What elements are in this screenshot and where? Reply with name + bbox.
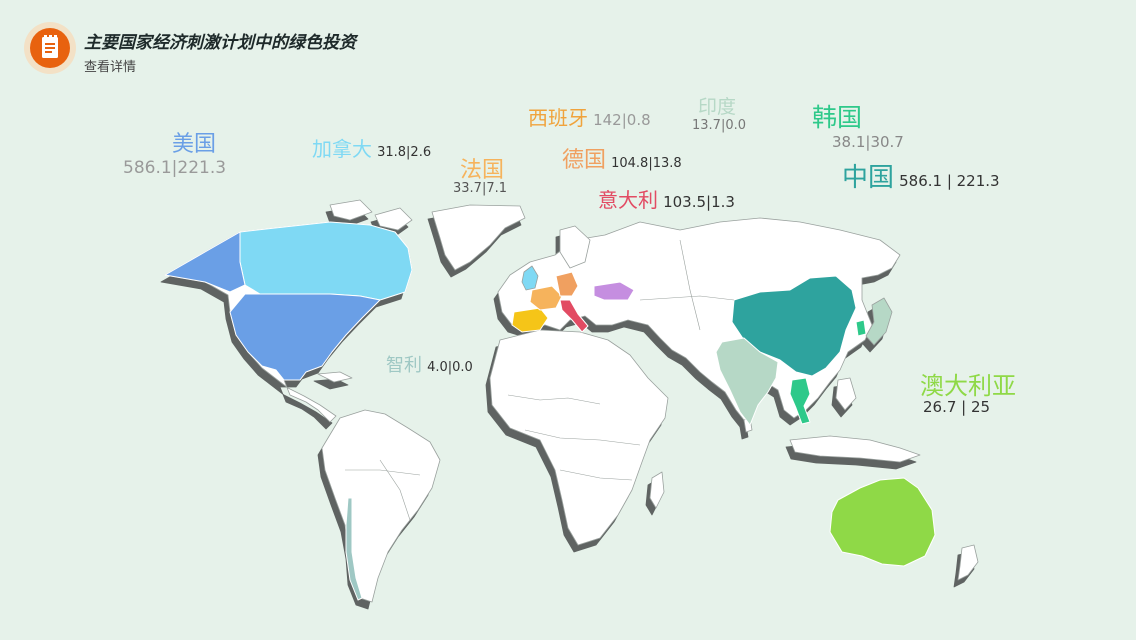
- land-caribbean: [317, 371, 353, 383]
- label-france[interactable]: 法国: [460, 158, 505, 183]
- label-korea[interactable]: 韩国: [812, 103, 863, 132]
- country-italy: [559, 299, 589, 333]
- country-ukraine: [593, 281, 635, 301]
- land-arctic-islands: [329, 199, 373, 221]
- logo-badge[interactable]: [24, 22, 76, 74]
- country-thailand: [789, 377, 811, 425]
- country-germany: [555, 271, 579, 297]
- value-france: 33.7|7.1: [453, 181, 507, 196]
- value-korea: 38.1|30.7: [832, 133, 904, 151]
- label-canada[interactable]: 加拿大 31.8|2.6: [312, 137, 432, 161]
- label-chile[interactable]: 智利 4.0|0.0: [386, 355, 473, 376]
- label-usa[interactable]: 美国: [172, 132, 217, 157]
- land-philippines: [835, 377, 857, 411]
- country-india: [715, 337, 779, 426]
- label-italy[interactable]: 意大利 103.5|1.3: [598, 188, 735, 212]
- label-australia[interactable]: 澳大利亚: [920, 372, 1016, 400]
- country-usa: [164, 231, 246, 293]
- land-south-america: [321, 409, 441, 603]
- country-australia: [829, 477, 936, 567]
- document-list-icon: [30, 28, 70, 68]
- land-japan: [865, 297, 893, 346]
- land-africa: [489, 329, 669, 546]
- land-madagascar: [649, 471, 665, 509]
- value-australia: 26.7 | 25: [923, 398, 991, 416]
- label-china[interactable]: 中国 586.1 | 221.3: [842, 163, 1000, 193]
- country-france: [529, 285, 563, 311]
- label-spain[interactable]: 西班牙 142|0.8: [528, 106, 651, 130]
- country-usa-main: [229, 293, 381, 381]
- page-title: 主要国家经济刺激计划中的绿色投资: [84, 33, 356, 53]
- label-germany[interactable]: 德国 104.8|13.8: [562, 148, 682, 173]
- land-greenland: [431, 204, 526, 271]
- country-chile: [345, 497, 363, 601]
- country-korea: [855, 319, 867, 337]
- land-new-zealand: [957, 544, 979, 581]
- country-spain: [511, 307, 549, 333]
- view-details-link[interactable]: 查看详情: [84, 60, 137, 75]
- land-indonesia: [789, 435, 921, 463]
- country-canada: [239, 221, 413, 301]
- value-usa: 586.1|221.3: [123, 158, 227, 178]
- label-india[interactable]: 印度: [698, 96, 737, 118]
- value-india: 13.7|0.0: [692, 118, 746, 133]
- land-scandinavia: [559, 225, 591, 269]
- land-uk: [521, 265, 539, 291]
